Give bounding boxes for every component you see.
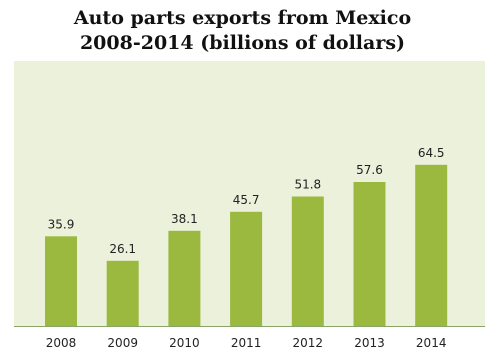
bar-2009 [106, 260, 139, 327]
bar-chart: 35.9 2008 26.1 2009 38.1 2010 45.7 2011 51.8 2012… [14, 61, 485, 350]
bar-value-label-2013: 57.6 [356, 163, 383, 177]
bar-2012 [291, 196, 324, 326]
bar-value-label-2012: 51.8 [294, 178, 321, 192]
bar-2008 [45, 236, 77, 327]
bar-value-label-2008: 35.9 [48, 217, 75, 231]
bar-2014 [415, 164, 448, 327]
x-tick-label-2013: 2013 [354, 336, 385, 350]
x-tick-label-2010: 2010 [169, 336, 200, 350]
chart-title: Auto parts exports from Mexico 2008-2014… [0, 6, 485, 56]
bar-value-label-2010: 38.1 [171, 212, 198, 226]
bar-2013 [353, 182, 386, 326]
bar-2011 [230, 211, 263, 327]
x-tick-label-2012: 2012 [293, 336, 324, 350]
chart-plot-area: 35.9 2008 26.1 2009 38.1 2010 45.7 2011 51.8 2012… [14, 61, 485, 350]
bar-2010 [168, 230, 201, 327]
bar-value-label-2009: 26.1 [109, 242, 136, 256]
bar-value-label-2014: 64.5 [418, 146, 445, 160]
x-tick-label-2011: 2011 [231, 336, 262, 350]
x-tick-label-2009: 2009 [107, 336, 138, 350]
chart-title-line-1: Auto parts exports from Mexico [73, 7, 412, 29]
x-tick-label-2014: 2014 [416, 336, 447, 350]
bar-value-label-2011: 45.7 [233, 193, 260, 207]
chart-title-line-2: 2008-2014 (billions of dollars) [79, 32, 406, 54]
x-tick-label-2008: 2008 [46, 336, 77, 350]
